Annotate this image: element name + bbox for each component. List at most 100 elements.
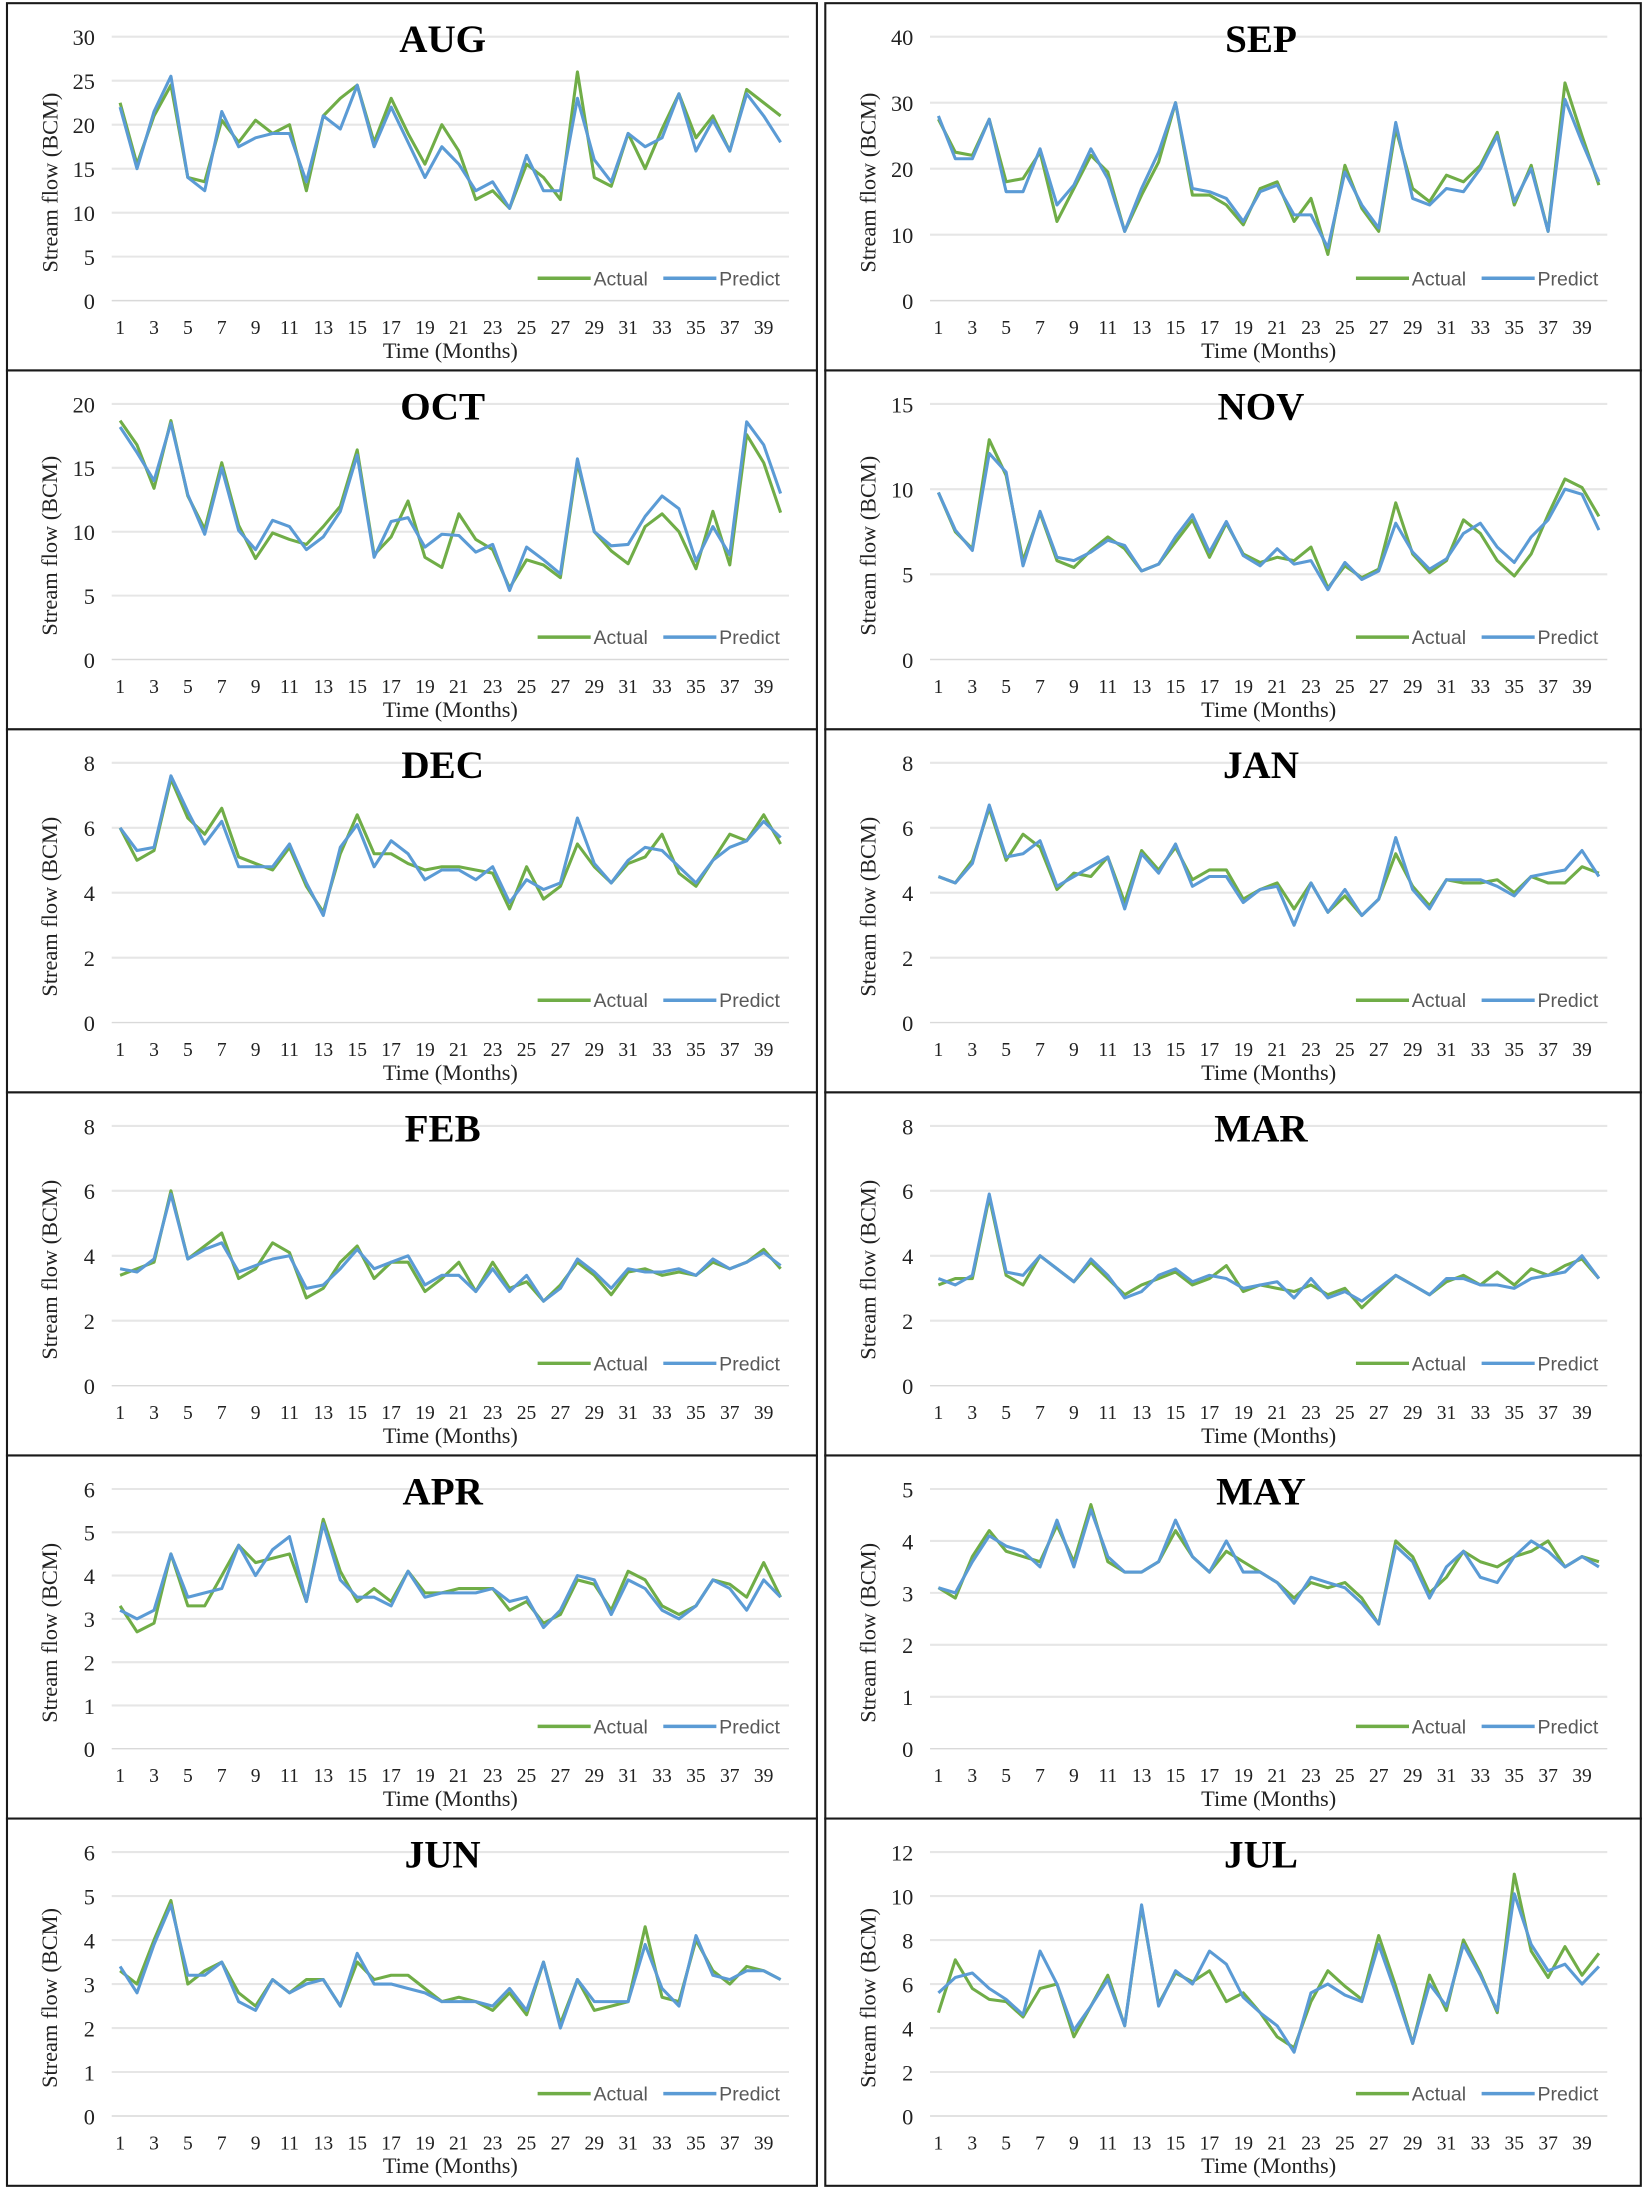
series-line-predict [937, 1508, 1600, 1626]
y-axis-title: Stream flow (BCM) [37, 817, 62, 997]
legend-label: Predict [719, 627, 780, 649]
y-axis-title: Stream flow (BCM) [856, 456, 881, 636]
series-line-predict [118, 420, 783, 593]
x-tick-label: 23 [1301, 2134, 1321, 2155]
y-tick-label: 6 [902, 1972, 913, 1997]
chart-title: JAN [1223, 744, 1299, 787]
chart-frame [824, 369, 1642, 731]
x-tick-label: 35 [686, 677, 706, 698]
x-tick-label: 33 [652, 1403, 672, 1424]
chart-title: OCT [400, 385, 485, 428]
x-axis-title: Time (Months) [1201, 1060, 1336, 1085]
x-tick-label: 7 [217, 1766, 227, 1787]
x-tick-label: 33 [652, 2134, 672, 2155]
x-tick-label: 19 [1233, 318, 1253, 339]
y-tick-label: 4 [902, 2016, 913, 2041]
x-tick-label: 23 [1301, 318, 1321, 339]
x-tick-label: 23 [483, 318, 503, 339]
y-tick-label: 6 [902, 1179, 913, 1204]
y-tick-label: 2 [902, 2060, 913, 2085]
x-tick-label: 9 [1069, 1766, 1079, 1787]
x-tick-label: 5 [1001, 1766, 1011, 1787]
x-tick-label: 27 [551, 2134, 571, 2155]
y-tick-label: 4 [84, 1928, 95, 1953]
x-tick-label: 33 [1471, 1040, 1491, 1061]
x-tick-label: 29 [1403, 1403, 1423, 1424]
series-line-predict [118, 774, 782, 918]
legend-label: Predict [1537, 1716, 1598, 1738]
y-tick-label: 0 [84, 1011, 95, 1036]
y-axis-title: Stream flow (BCM) [37, 93, 62, 273]
y-tick-label: 8 [84, 1114, 95, 1139]
x-tick-label: 17 [1200, 677, 1220, 698]
x-tick-label: 33 [652, 1766, 672, 1787]
chart-frame [5, 369, 818, 731]
y-tick-label: 6 [84, 1477, 95, 1502]
x-tick-label: 39 [754, 1403, 774, 1424]
y-tick-label: 4 [902, 1529, 913, 1554]
legend-label: Predict [719, 2084, 780, 2106]
x-tick-label: 7 [1035, 1766, 1045, 1787]
x-tick-label: 25 [1335, 677, 1355, 698]
x-tick-label: 3 [149, 318, 159, 339]
x-tick-label: 33 [652, 677, 672, 698]
y-tick-label: 15 [73, 157, 95, 182]
x-tick-label: 17 [381, 1766, 401, 1787]
x-tick-label: 23 [483, 1766, 503, 1787]
y-tick-label: 5 [84, 1521, 95, 1546]
x-tick-label: 3 [149, 1403, 159, 1424]
x-tick-label: 5 [183, 677, 193, 698]
x-tick-label: 15 [347, 1766, 367, 1787]
x-tick-label: 11 [1098, 318, 1117, 339]
x-tick-label: 19 [1233, 1403, 1253, 1424]
x-tick-label: 25 [517, 1040, 537, 1061]
series-line-predict [937, 1892, 1601, 2054]
y-tick-label: 4 [902, 1244, 913, 1269]
x-tick-label: 27 [1369, 1040, 1389, 1061]
x-tick-label: 27 [551, 1403, 571, 1424]
y-tick-label: 2 [84, 1651, 95, 1676]
y-tick-label: 10 [891, 478, 913, 503]
y-tick-label: 0 [84, 1737, 95, 1762]
y-tick-label: 30 [891, 91, 913, 116]
series-line-predict [937, 803, 1601, 927]
x-tick-label: 13 [1132, 2134, 1152, 2155]
legend-label: Actual [1412, 268, 1466, 290]
y-tick-label: 15 [73, 456, 95, 481]
x-tick-label: 17 [381, 677, 401, 698]
x-tick-label: 9 [1069, 1040, 1079, 1061]
x-tick-label: 27 [1369, 2134, 1389, 2155]
series-line-predict [937, 1192, 1601, 1303]
x-tick-label: 3 [149, 677, 159, 698]
x-tick-label: 25 [1335, 2134, 1355, 2155]
x-tick-label: 29 [1403, 2134, 1423, 2155]
x-tick-label: 37 [720, 1766, 740, 1787]
y-tick-label: 8 [84, 751, 95, 776]
x-tick-label: 39 [1572, 1766, 1592, 1787]
chart-title: APR [402, 1470, 483, 1513]
x-tick-label: 21 [449, 1040, 469, 1061]
x-tick-label: 7 [1035, 1040, 1045, 1061]
x-tick-label: 1 [934, 1766, 944, 1787]
x-tick-label: 29 [1403, 1040, 1423, 1061]
y-axis-title: Stream flow (BCM) [856, 1180, 881, 1360]
x-tick-label: 35 [1504, 1403, 1524, 1424]
x-tick-label: 3 [967, 1766, 977, 1787]
x-tick-label: 15 [1166, 677, 1186, 698]
x-tick-label: 27 [551, 1040, 571, 1061]
x-tick-label: 1 [934, 677, 944, 698]
y-tick-label: 6 [84, 816, 95, 841]
x-tick-label: 3 [149, 1040, 159, 1061]
x-tick-label: 17 [1200, 2134, 1220, 2155]
x-tick-label: 11 [1098, 1403, 1117, 1424]
y-tick-label: 1 [84, 2060, 95, 2085]
x-tick-label: 27 [1369, 1403, 1389, 1424]
x-tick-label: 17 [1200, 318, 1220, 339]
x-tick-label: 1 [115, 677, 125, 698]
x-tick-label: 9 [251, 1403, 261, 1424]
y-tick-label: 2 [84, 2016, 95, 2041]
y-tick-label: 0 [902, 1374, 913, 1399]
